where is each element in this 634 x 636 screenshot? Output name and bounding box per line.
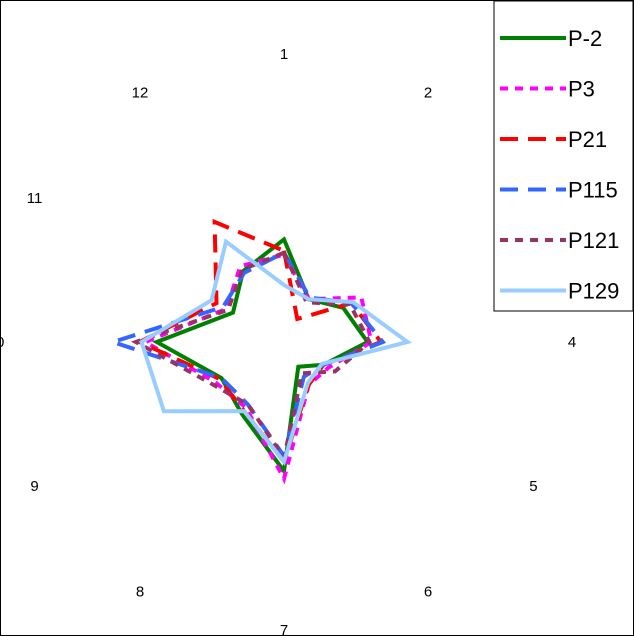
series-p129 bbox=[139, 238, 413, 466]
legend-label-p129: P129 bbox=[568, 279, 619, 304]
spoke-label-1: 1 bbox=[280, 46, 288, 63]
spoke-label-2: 2 bbox=[424, 85, 432, 102]
spoke-label-12: 12 bbox=[132, 85, 149, 102]
spoke-label-8: 8 bbox=[136, 583, 144, 600]
spoke-label-7: 7 bbox=[280, 622, 288, 636]
legend-label-p115: P115 bbox=[568, 178, 618, 203]
legend-label-p121: P121 bbox=[568, 228, 619, 253]
legend: P-2 P3 P21 P115 P121 P129 bbox=[493, 0, 634, 312]
legend-label-p3: P3 bbox=[568, 77, 595, 102]
spoke-label-10: 10 bbox=[0, 334, 4, 351]
spoke-label-4: 4 bbox=[568, 334, 576, 351]
spoke-label-9: 9 bbox=[30, 478, 38, 495]
spoke-label-11: 11 bbox=[27, 190, 43, 207]
series-p3 bbox=[140, 252, 374, 485]
series-layer bbox=[106, 218, 413, 485]
legend-box bbox=[493, 0, 634, 312]
spoke-label-6: 6 bbox=[424, 583, 432, 600]
legend-label-p21: P21 bbox=[568, 127, 607, 152]
legend-label-p-2: P-2 bbox=[568, 26, 602, 51]
spoke-label-5: 5 bbox=[529, 478, 537, 495]
